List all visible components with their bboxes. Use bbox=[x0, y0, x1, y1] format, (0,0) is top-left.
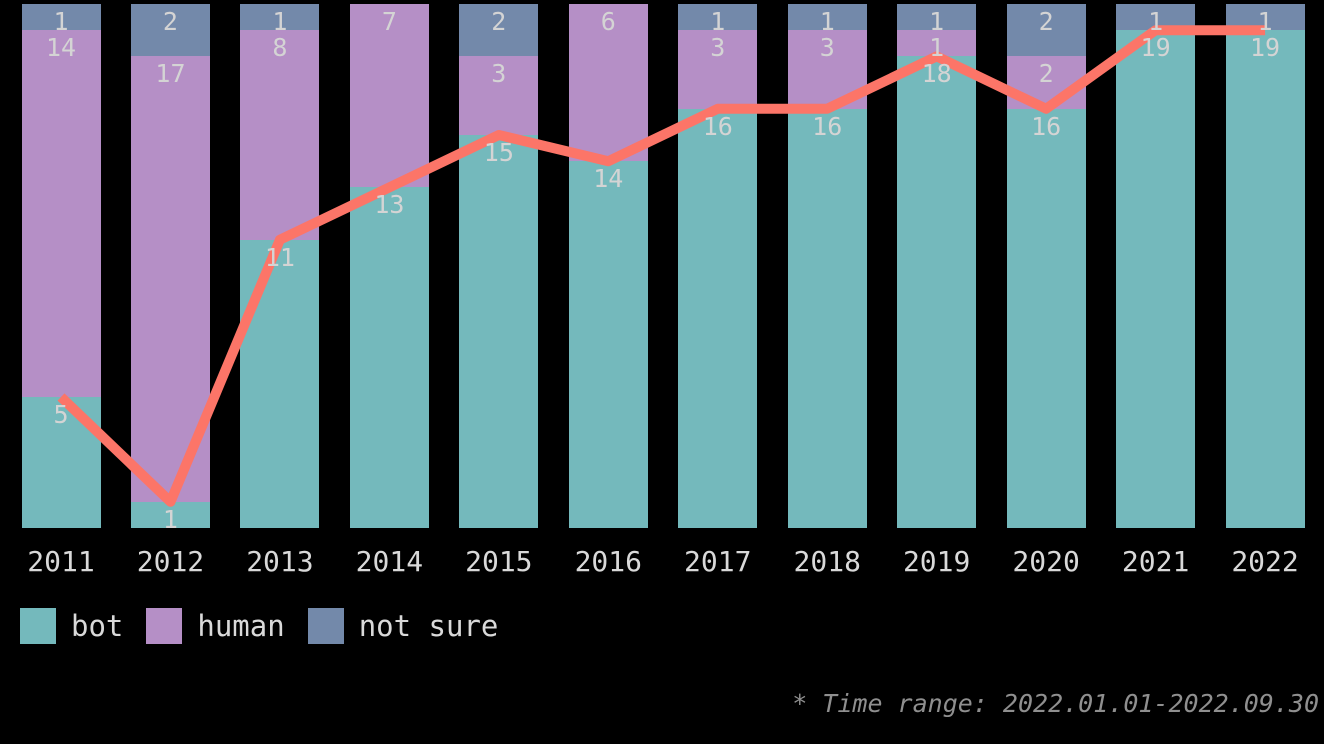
x-axis-label: 2012 bbox=[136, 545, 205, 578]
legend-item-human[interactable]: human bbox=[146, 608, 285, 644]
bar-segment-bot[interactable] bbox=[678, 108, 758, 528]
bar-segment-bot[interactable] bbox=[1225, 30, 1305, 528]
footnote: * Time range: 2022.01.01-2022.09.30 bbox=[792, 689, 1319, 718]
x-axis-label: 2013 bbox=[246, 545, 314, 578]
bar-segment-human[interactable] bbox=[349, 4, 429, 188]
bar-segment-bot[interactable] bbox=[459, 135, 539, 528]
bar-segment-not-sure[interactable] bbox=[240, 4, 320, 31]
x-axis-label: 2018 bbox=[793, 545, 861, 578]
x-axis-label: 2017 bbox=[684, 545, 752, 578]
legend: bot human not sure bbox=[20, 608, 498, 644]
legend-label: not sure bbox=[358, 609, 499, 643]
bar-segment-not-sure[interactable] bbox=[678, 4, 758, 31]
bar-segment-human[interactable] bbox=[678, 30, 758, 109]
bar-segment-not-sure[interactable] bbox=[21, 4, 101, 31]
legend-label: bot bbox=[71, 609, 124, 643]
bar-segment-human[interactable] bbox=[21, 30, 101, 397]
bar-segment-bot[interactable] bbox=[349, 187, 429, 528]
legend-swatch-not-sure bbox=[307, 608, 344, 644]
legend-swatch-human bbox=[146, 608, 183, 644]
bar-segment-bot[interactable] bbox=[897, 56, 977, 528]
legend-swatch-bot bbox=[20, 608, 56, 644]
bar-segment-bot[interactable] bbox=[568, 161, 648, 528]
bar-segment-bot[interactable] bbox=[1006, 108, 1086, 528]
x-axis-label: 2011 bbox=[27, 545, 95, 578]
x-axis-label: 2016 bbox=[574, 545, 643, 578]
x-axis-label: 2020 bbox=[1012, 545, 1080, 578]
plot-area: 5 14 1 1 17 2 11 8 1 13 7 15 3 2 14 6 16 3 1 16 3 1 18 1 1 16 2 2 19… bbox=[21, 4, 1305, 533]
bar-segment-not-sure[interactable] bbox=[130, 4, 210, 57]
bar-segment-not-sure[interactable] bbox=[459, 4, 539, 57]
x-axis-label: 2019 bbox=[902, 545, 971, 578]
legend-item-not-sure[interactable]: not sure bbox=[307, 608, 499, 644]
bar-segment-bot[interactable] bbox=[1116, 30, 1196, 528]
trend-line[interactable] bbox=[0, 0, 1324, 540]
x-axis-label: 2015 bbox=[465, 545, 533, 578]
x-axis-label: 2014 bbox=[355, 545, 424, 578]
bar-segment-not-sure[interactable] bbox=[1006, 4, 1086, 57]
legend-label: human bbox=[197, 609, 285, 643]
x-axis-label: 2022 bbox=[1231, 545, 1299, 578]
bar-segment-human[interactable] bbox=[568, 4, 648, 162]
bar-segment-human[interactable] bbox=[240, 30, 320, 240]
x-axis-label: 2021 bbox=[1121, 545, 1190, 578]
bar-segment-not-sure[interactable] bbox=[787, 4, 867, 31]
bar-segment-bot[interactable] bbox=[240, 239, 320, 528]
legend-item-bot[interactable]: bot bbox=[20, 608, 123, 644]
bar-segment-bot[interactable] bbox=[787, 108, 867, 528]
bar-segment-human[interactable] bbox=[459, 56, 539, 135]
bar-segment-not-sure[interactable] bbox=[897, 4, 977, 31]
